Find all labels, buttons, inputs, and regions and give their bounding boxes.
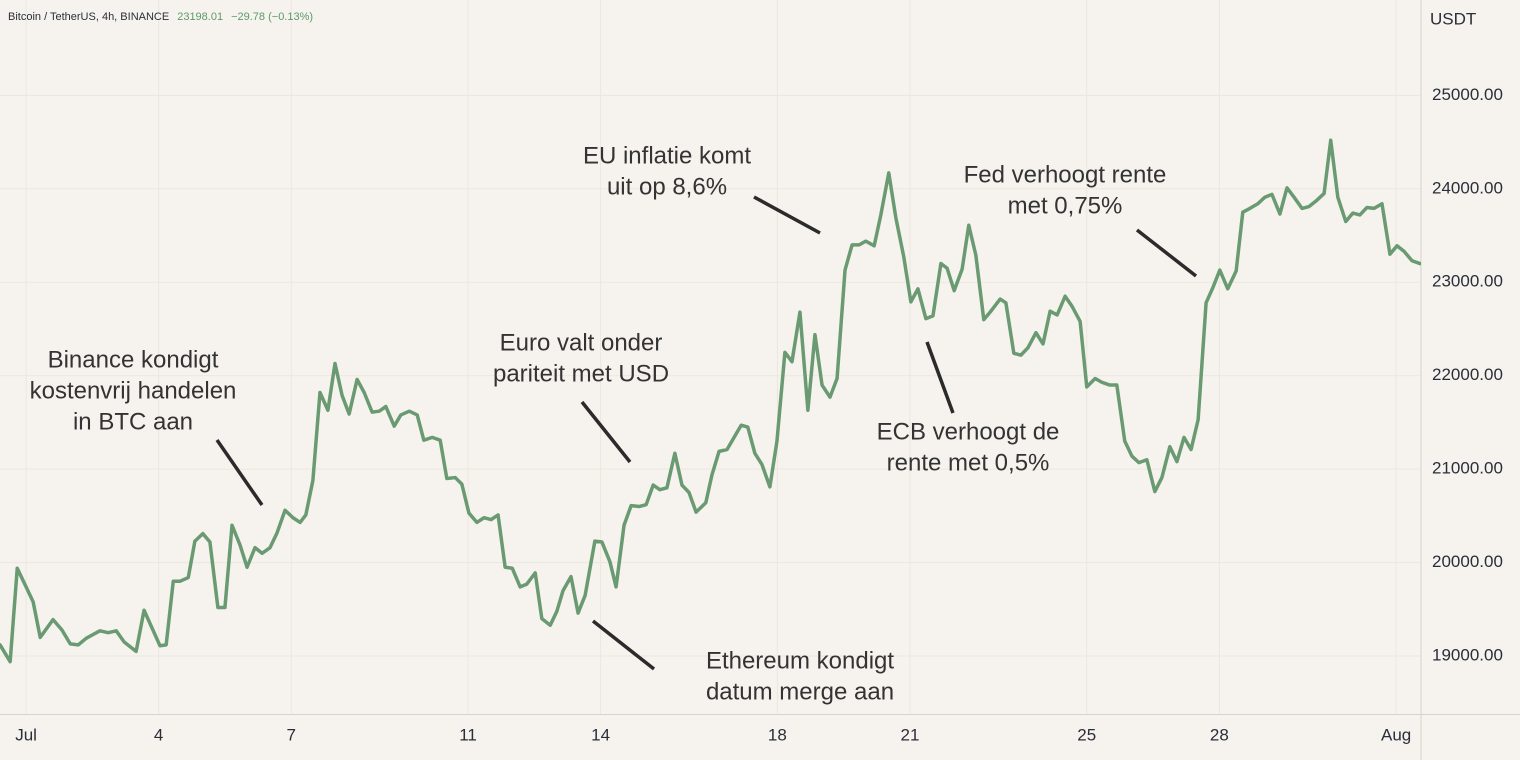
x-tick-label: 28 xyxy=(1210,725,1229,744)
annotation-text: rente met 0,5% xyxy=(887,449,1050,476)
x-tick-label: 14 xyxy=(591,725,610,744)
annotation-text: kostenvrij handelen xyxy=(30,377,237,404)
x-tick-label: 4 xyxy=(154,725,163,744)
x-tick-label: 18 xyxy=(768,725,787,744)
annotation-pointer xyxy=(215,439,264,506)
y-tick-label: 25000.00 xyxy=(1432,85,1503,104)
axes: 19000.00 20000.00 21000.00 22000.00 23000.00… xyxy=(15,85,1503,745)
price-change: −29.78 (−0.13%) xyxy=(231,11,313,23)
y-tick-label: 24000.00 xyxy=(1432,178,1503,197)
annotation-text: ECB verhoogt de xyxy=(877,418,1060,445)
annotations: Binance kondigt kostenvrij handelen in BTC… xyxy=(30,142,1198,705)
symbol-title: Bitcoin / TetherUS, 4h, BINANCE xyxy=(8,11,169,23)
y-axis-label: USDT xyxy=(1430,9,1476,28)
annotation-text: Binance kondigt xyxy=(48,346,219,373)
x-tick-label: 7 xyxy=(287,725,296,744)
x-tick-label: 25 xyxy=(1077,725,1096,744)
x-tick-label: Aug xyxy=(1381,725,1411,744)
y-tick-label: 19000.00 xyxy=(1432,646,1503,665)
annotation-pointer xyxy=(580,400,632,464)
y-tick-label: 23000.00 xyxy=(1432,272,1503,291)
annotation-text: datum merge aan xyxy=(706,678,894,705)
x-tick-label: 21 xyxy=(901,725,920,744)
annotation-pointer xyxy=(1135,228,1198,278)
last-price: 23198.01 xyxy=(177,11,223,23)
annotation-text: Euro valt onder xyxy=(500,329,663,356)
annotation-text: uit op 8,6% xyxy=(607,173,727,200)
y-tick-label: 22000.00 xyxy=(1432,365,1503,384)
annotation-pointer xyxy=(753,195,821,235)
annotation-text: Ethereum kondigt xyxy=(706,647,894,674)
x-tick-label: Jul xyxy=(15,725,37,744)
annotation-text: pariteit met USD xyxy=(493,360,669,387)
annotation-text: in BTC aan xyxy=(73,408,193,435)
plot-area xyxy=(0,138,1421,664)
price-line xyxy=(0,138,1421,664)
annotation-pointer xyxy=(925,341,955,414)
x-tick-label: 11 xyxy=(459,725,477,744)
y-tick-label: 21000.00 xyxy=(1432,459,1503,478)
y-tick-label: 20000.00 xyxy=(1432,552,1503,571)
annotation-pointer xyxy=(591,619,656,671)
annotation-text: EU inflatie komt xyxy=(583,142,751,169)
annotation-text: met 0,75% xyxy=(1008,192,1123,219)
annotation-text: Fed verhoogt rente xyxy=(964,161,1167,188)
chart-header: Bitcoin / TetherUS, 4h, BINANCE 23198.01−… xyxy=(8,11,313,23)
